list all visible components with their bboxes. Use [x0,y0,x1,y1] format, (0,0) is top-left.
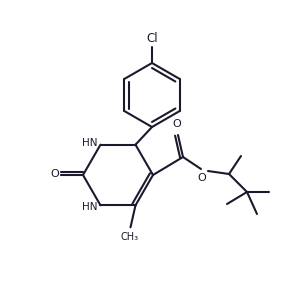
Text: Cl: Cl [146,32,158,45]
Text: O: O [198,173,206,183]
Text: O: O [51,169,59,179]
Text: O: O [173,119,181,129]
Text: CH₃: CH₃ [121,232,139,242]
Text: HN: HN [82,202,97,212]
Text: HN: HN [82,138,97,148]
